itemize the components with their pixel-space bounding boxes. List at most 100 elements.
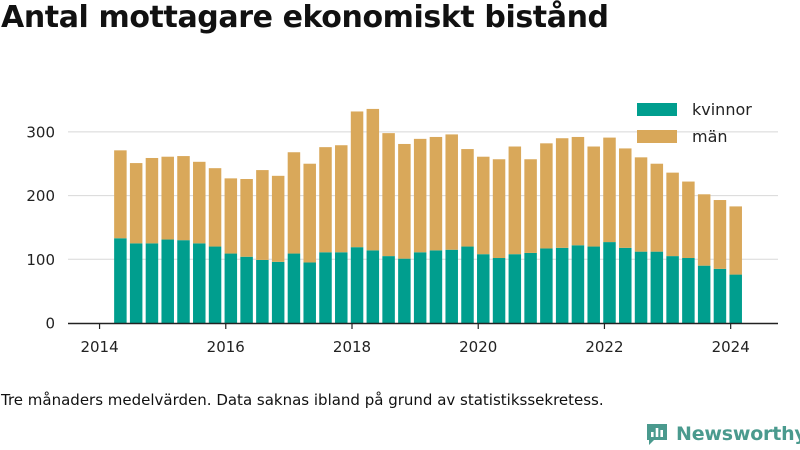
bar-kvinnor xyxy=(129,243,143,323)
bar-man xyxy=(555,138,569,248)
bar-man xyxy=(445,134,458,250)
bar-kvinnor xyxy=(366,250,380,323)
chart-footnote: Tre månaders medelvärden. Data saknas ib… xyxy=(1,391,604,409)
bars xyxy=(114,108,742,323)
bar-man xyxy=(382,133,395,257)
bar-man xyxy=(492,159,506,259)
bar-man xyxy=(634,157,648,252)
bar-man xyxy=(319,147,332,253)
x-tick-label: 2022 xyxy=(585,338,623,356)
bar-kvinnor xyxy=(713,268,727,323)
bar-man xyxy=(350,111,364,248)
bar-man xyxy=(477,156,490,255)
bar-kvinnor xyxy=(571,245,585,323)
bar-kvinnor xyxy=(429,250,443,323)
bar-kvinnor xyxy=(398,258,411,323)
bar-kvinnor xyxy=(682,258,695,323)
newsworthy-logo-icon xyxy=(647,424,667,445)
bar-kvinnor xyxy=(555,247,569,323)
bar-kvinnor xyxy=(319,252,332,323)
bar-kvinnor xyxy=(492,258,506,323)
bar-kvinnor xyxy=(350,247,364,323)
bar-man xyxy=(650,163,664,252)
bar-man xyxy=(508,146,522,255)
bar-man xyxy=(571,136,585,246)
bar-kvinnor xyxy=(177,240,190,323)
y-tick-label: 200 xyxy=(26,187,55,205)
y-tick-label: 0 xyxy=(45,315,55,333)
bar-man xyxy=(145,157,159,244)
bar-kvinnor xyxy=(208,246,222,323)
x-tick-label: 2014 xyxy=(80,338,118,356)
bar-man xyxy=(619,148,632,248)
bar-kvinnor xyxy=(413,252,427,323)
bar-chart: 0 100 200 300 2014 2016 2018 2020 2022 2024 kvinn… xyxy=(26,100,778,356)
bar-man xyxy=(256,170,269,260)
bar-kvinnor xyxy=(666,256,679,323)
bar-kvinnor xyxy=(445,249,458,323)
bar-kvinnor xyxy=(382,256,395,323)
bar-kvinnor xyxy=(587,246,600,323)
bar-kvinnor xyxy=(619,247,632,323)
bar-man xyxy=(697,194,711,266)
bar-man xyxy=(224,178,238,254)
bar-man xyxy=(461,149,474,247)
bar-kvinnor xyxy=(287,253,301,323)
x-tick-label: 2018 xyxy=(333,338,371,356)
brand-logo-link[interactable]: Newsworthy xyxy=(645,420,800,448)
bar-man xyxy=(429,136,443,251)
bar-kvinnor xyxy=(114,238,127,323)
bar-man xyxy=(366,108,380,251)
bar-man xyxy=(540,143,553,249)
bar-man xyxy=(682,181,695,259)
bar-kvinnor xyxy=(303,262,316,323)
legend-label-man: män xyxy=(692,127,728,146)
bar-man xyxy=(177,156,190,241)
legend-swatch-kvinnor xyxy=(637,103,677,116)
bar-kvinnor xyxy=(603,242,616,323)
bar-man xyxy=(398,143,411,259)
bar-man xyxy=(335,145,348,253)
bar-man xyxy=(413,138,427,253)
legend: kvinnor män xyxy=(637,100,752,146)
bar-man xyxy=(666,172,679,257)
bar-kvinnor xyxy=(224,253,238,323)
bar-man xyxy=(287,152,301,254)
bar-man xyxy=(587,146,600,247)
bar-man xyxy=(161,156,174,240)
x-tick-label: 2016 xyxy=(207,338,245,356)
bar-man xyxy=(729,206,742,275)
bar-kvinnor xyxy=(477,254,490,323)
bar-man xyxy=(240,179,253,257)
bar-man xyxy=(271,175,285,262)
bar-kvinnor xyxy=(524,252,537,323)
bar-man xyxy=(603,137,616,243)
bar-kvinnor xyxy=(335,252,348,323)
bar-kvinnor xyxy=(240,256,253,323)
legend-label-kvinnor: kvinnor xyxy=(692,100,752,119)
bar-kvinnor xyxy=(729,274,742,323)
bar-kvinnor xyxy=(256,259,269,323)
bar-kvinnor xyxy=(508,254,522,323)
bar-kvinnor xyxy=(540,248,553,323)
bar-kvinnor xyxy=(650,251,664,323)
x-tick-label: 2024 xyxy=(712,338,750,356)
brand-name: Newsworthy xyxy=(676,423,800,445)
bar-man xyxy=(303,163,316,263)
bar-man xyxy=(114,150,127,239)
y-tick-label: 100 xyxy=(26,251,55,269)
x-tick-label: 2020 xyxy=(459,338,497,356)
bar-kvinnor xyxy=(634,251,648,323)
chart-title: Antal mottagare ekonomiskt bistånd xyxy=(1,0,609,35)
bar-man xyxy=(193,161,206,244)
bar-man xyxy=(524,159,537,253)
bar-kvinnor xyxy=(461,246,474,323)
bar-kvinnor xyxy=(697,265,711,323)
bar-man xyxy=(208,168,222,247)
y-tick-label: 300 xyxy=(26,123,55,141)
bar-kvinnor xyxy=(271,261,285,323)
bar-man xyxy=(713,200,727,269)
legend-swatch-man xyxy=(637,130,677,143)
axes: 0 100 200 300 2014 2016 2018 2020 2022 2024 xyxy=(26,123,778,356)
bar-kvinnor xyxy=(145,243,159,323)
